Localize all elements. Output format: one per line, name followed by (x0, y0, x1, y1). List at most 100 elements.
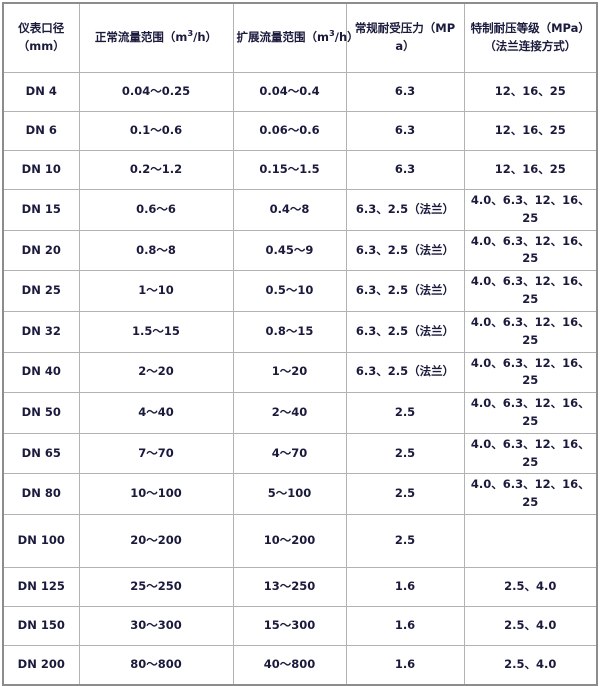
cell-normal-flow-range: 10～100 (78, 473, 234, 515)
table-row: DN 125 25～250 13～250 1.6 2.5、4.0 (2, 567, 598, 607)
cell-normal-flow-range: 2～20 (78, 351, 234, 394)
cell-normal-flow-range: 0.6～6 (78, 189, 234, 231)
header-extended-flow-range-sup: 3 (328, 28, 335, 39)
header-special-pressure-rating: 特制耐压等级（MPa）（法兰连接方式） (463, 2, 598, 73)
header-normal-flow-range: 正常流量范围（m3/h） (78, 2, 234, 73)
cell-special-pressure-rating: 4.0、6.3、12、16、25 (463, 392, 598, 434)
cell-nominal-diameter: DN 40 (2, 351, 80, 394)
cell-normal-flow-range: 0.04～0.25 (78, 72, 234, 112)
cell-nominal-diameter: DN 20 (2, 229, 80, 272)
cell-standard-pressure-rating: 6.3、2.5（法兰） (345, 310, 465, 353)
cell-special-pressure-rating: 12、16、25 (463, 150, 598, 190)
cell-special-pressure-rating: 2.5、4.0 (463, 606, 598, 646)
cell-normal-flow-range: 20～200 (78, 514, 234, 568)
cell-extended-flow-range: 40～800 (232, 645, 347, 686)
cell-standard-pressure-rating: 6.3、2.5（法兰） (345, 270, 465, 312)
header-extended-flow-range-post: /h） (334, 30, 359, 45)
cell-extended-flow-range: 0.15～1.5 (232, 150, 347, 190)
cell-standard-pressure-rating: 6.3 (345, 150, 465, 190)
cell-special-pressure-rating: 2.5、4.0 (463, 645, 598, 686)
cell-standard-pressure-rating: 6.3、2.5（法兰） (345, 351, 465, 394)
cell-standard-pressure-rating: 1.6 (345, 606, 465, 646)
table-row: DN 10 0.2～1.2 0.15～1.5 6.3 12、16、25 (2, 150, 598, 190)
cell-nominal-diameter: DN 50 (2, 392, 80, 434)
cell-special-pressure-rating: 4.0、6.3、12、16、25 (463, 310, 598, 353)
table-row: DN 100 20～200 10～200 2.5 (2, 514, 598, 568)
cell-special-pressure-rating: 4.0、6.3、12、16、25 (463, 432, 598, 475)
table-row: DN 15 0.6～6 0.4～8 6.3、2.5（法兰） 4.0、6.3、12、16、… (2, 189, 598, 231)
cell-normal-flow-range: 1.5～15 (78, 310, 234, 353)
table-row: DN 200 80～800 40～800 1.6 2.5、4.0 (2, 645, 598, 686)
cell-extended-flow-range: 5～100 (232, 473, 347, 515)
table-row: DN 4 0.04～0.25 0.04～0.4 6.3 12、16、25 (2, 72, 598, 112)
cell-special-pressure-rating: 4.0、6.3、12、16、25 (463, 351, 598, 394)
table-body: DN 4 0.04～0.25 0.04～0.4 6.3 12、16、25 DN 6 0.1～… (2, 72, 598, 686)
cell-special-pressure-rating: 12、16、25 (463, 72, 598, 112)
cell-normal-flow-range: 1～10 (78, 270, 234, 312)
header-standard-pressure-rating: 常规耐受压力（MPa） (345, 2, 465, 73)
cell-nominal-diameter: DN 150 (2, 606, 80, 646)
table-row: DN 32 1.5～15 0.8～15 6.3、2.5（法兰） 4.0、6.3、12、1… (2, 310, 598, 353)
table-header-row: 仪表口径（mm） 正常流量范围（m3/h） 扩展流量范围（m3/h） 常规耐受压… (2, 2, 598, 73)
cell-normal-flow-range: 4～40 (78, 392, 234, 434)
cell-normal-flow-range: 7～70 (78, 432, 234, 475)
table-header: 仪表口径（mm） 正常流量范围（m3/h） 扩展流量范围（m3/h） 常规耐受压… (2, 2, 598, 73)
header-normal-flow-range-sup: 3 (187, 28, 194, 39)
cell-extended-flow-range: 0.45～9 (232, 229, 347, 272)
cell-normal-flow-range: 0.1～0.6 (78, 111, 234, 151)
cell-standard-pressure-rating: 1.6 (345, 567, 465, 607)
cell-standard-pressure-rating: 6.3 (345, 111, 465, 151)
cell-extended-flow-range: 2～40 (232, 392, 347, 434)
cell-extended-flow-range: 0.04～0.4 (232, 72, 347, 112)
cell-extended-flow-range: 0.4～8 (232, 189, 347, 231)
table-row: DN 20 0.8～8 0.45～9 6.3、2.5（法兰） 4.0、6.3、12、16… (2, 229, 598, 272)
cell-nominal-diameter: DN 125 (2, 567, 80, 607)
cell-nominal-diameter: DN 6 (2, 111, 80, 151)
cell-nominal-diameter: DN 4 (2, 72, 80, 112)
cell-special-pressure-rating: 12、16、25 (463, 111, 598, 151)
header-normal-flow-range-post: /h） (193, 30, 218, 45)
cell-special-pressure-rating: 4.0、6.3、12、16、25 (463, 229, 598, 272)
cell-special-pressure-rating: 4.0、6.3、12、16、25 (463, 473, 598, 515)
cell-nominal-diameter: DN 80 (2, 473, 80, 515)
cell-extended-flow-range: 1～20 (232, 351, 347, 394)
cell-special-pressure-rating (463, 514, 598, 568)
cell-extended-flow-range: 0.5～10 (232, 270, 347, 312)
cell-standard-pressure-rating: 2.5 (345, 514, 465, 568)
cell-normal-flow-range: 30～300 (78, 606, 234, 646)
cell-extended-flow-range: 0.8～15 (232, 310, 347, 353)
table-row: DN 6 0.1～0.6 0.06～0.6 6.3 12、16、25 (2, 111, 598, 151)
header-extended-flow-range-pre: 扩展流量范围（m (236, 30, 329, 45)
cell-nominal-diameter: DN 15 (2, 189, 80, 231)
cell-standard-pressure-rating: 2.5 (345, 473, 465, 515)
cell-special-pressure-rating: 4.0、6.3、12、16、25 (463, 270, 598, 312)
cell-nominal-diameter: DN 65 (2, 432, 80, 475)
cell-normal-flow-range: 0.8～8 (78, 229, 234, 272)
cell-nominal-diameter: DN 10 (2, 150, 80, 190)
cell-extended-flow-range: 13～250 (232, 567, 347, 607)
cell-standard-pressure-rating: 6.3、2.5（法兰） (345, 189, 465, 231)
cell-nominal-diameter: DN 200 (2, 645, 80, 686)
cell-extended-flow-range: 4～70 (232, 432, 347, 475)
cell-standard-pressure-rating: 6.3、2.5（法兰） (345, 229, 465, 272)
cell-nominal-diameter: DN 25 (2, 270, 80, 312)
header-nominal-diameter: 仪表口径（mm） (2, 2, 80, 73)
cell-nominal-diameter: DN 32 (2, 310, 80, 353)
cell-normal-flow-range: 25～250 (78, 567, 234, 607)
cell-standard-pressure-rating: 2.5 (345, 392, 465, 434)
cell-special-pressure-rating: 2.5、4.0 (463, 567, 598, 607)
cell-standard-pressure-rating: 6.3 (345, 72, 465, 112)
cell-extended-flow-range: 10～200 (232, 514, 347, 568)
table-row: DN 65 7～70 4～70 2.5 4.0、6.3、12、16、25 (2, 432, 598, 475)
cell-extended-flow-range: 15～300 (232, 606, 347, 646)
cell-standard-pressure-rating: 2.5 (345, 432, 465, 475)
header-extended-flow-range: 扩展流量范围（m3/h） (232, 2, 359, 73)
cell-nominal-diameter: DN 100 (2, 514, 80, 568)
table-row: DN 40 2～20 1～20 6.3、2.5（法兰） 4.0、6.3、12、16、25 (2, 351, 598, 394)
table-row: DN 150 30～300 15～300 1.6 2.5、4.0 (2, 606, 598, 646)
cell-normal-flow-range: 0.2～1.2 (78, 150, 234, 190)
cell-extended-flow-range: 0.06～0.6 (232, 111, 347, 151)
cell-special-pressure-rating: 4.0、6.3、12、16、25 (463, 189, 598, 231)
